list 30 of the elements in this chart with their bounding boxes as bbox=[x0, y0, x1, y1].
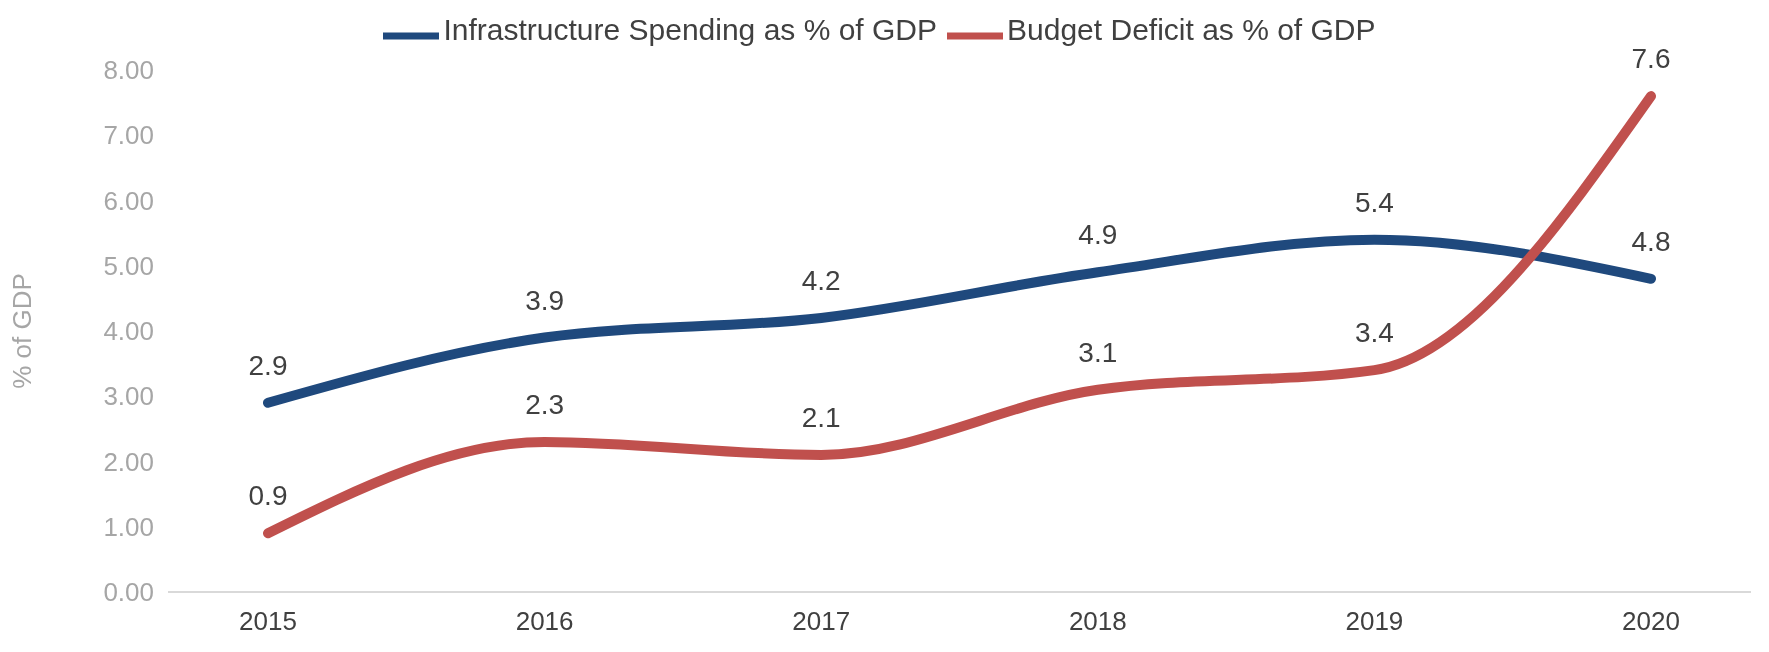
legend-label: Infrastructure Spending as % of GDP bbox=[443, 13, 938, 47]
legend-label: Budget Deficit as % of GDP bbox=[1007, 13, 1376, 47]
y-tick-label: 5.00 bbox=[103, 250, 154, 281]
data-label: 3.9 bbox=[525, 284, 565, 316]
data-label: 4.8 bbox=[1631, 225, 1671, 257]
data-label: 3.1 bbox=[1078, 336, 1118, 368]
data-label: 2.1 bbox=[801, 401, 841, 433]
y-tick-label: 2.00 bbox=[103, 446, 154, 477]
data-label: 4.2 bbox=[801, 264, 841, 296]
x-tick-label: 2015 bbox=[239, 606, 297, 637]
y-tick-label: 1.00 bbox=[103, 511, 154, 542]
x-tick-label: 2017 bbox=[792, 606, 851, 637]
y-tick-label: 8.00 bbox=[103, 55, 154, 86]
y-tick-label: 4.00 bbox=[103, 316, 154, 347]
x-tick-label: 2019 bbox=[1345, 606, 1404, 637]
data-label: 7.6 bbox=[1631, 43, 1671, 75]
data-label: 3.4 bbox=[1354, 317, 1394, 349]
y-tick-label: 6.00 bbox=[103, 185, 154, 216]
y-tick-label: 0.00 bbox=[103, 577, 154, 608]
x-tick-label: 2018 bbox=[1068, 606, 1127, 637]
x-tick-label: 2020 bbox=[1622, 606, 1680, 637]
y-tick-label: 7.00 bbox=[103, 120, 154, 151]
y-axis-title: % of GDP bbox=[7, 273, 38, 389]
data-label: 2.3 bbox=[525, 388, 565, 420]
x-tick-label: 2016 bbox=[515, 606, 574, 637]
data-label: 4.9 bbox=[1078, 219, 1118, 251]
data-label: 2.9 bbox=[248, 349, 288, 381]
data-label: 5.4 bbox=[1354, 186, 1394, 218]
data-label: 0.9 bbox=[248, 480, 288, 512]
y-tick-label: 3.00 bbox=[103, 381, 154, 412]
